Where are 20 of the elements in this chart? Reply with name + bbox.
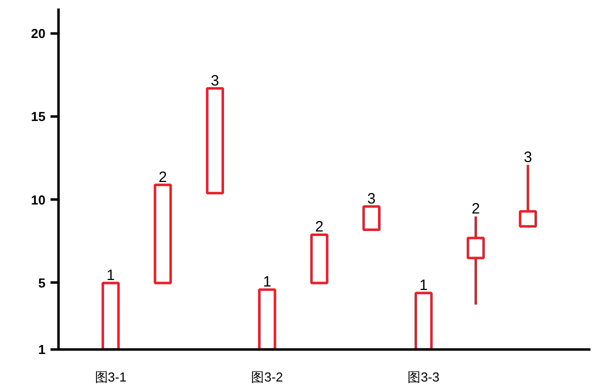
y-tick-label: 1 [38,342,46,357]
annotation: 3 [210,72,220,90]
annotation: 2 [472,200,480,218]
annotation: 3 [367,190,376,208]
annotation: 2 [158,168,167,186]
y-tick-label: 10 [31,192,46,208]
annotation: 2 [315,218,324,236]
annotation: 1 [106,266,115,284]
candlestick [362,205,381,231]
x-tick-label: 图3-1 [94,370,127,384]
annotation: 1 [262,274,272,291]
annotation: 3 [524,148,532,166]
y-tick-label: 20 [31,26,46,41]
candlestick [518,164,537,228]
candlestick [466,215,485,306]
y-tick-label: 15 [31,109,46,124]
x-tick-label: 图3-2 [251,370,284,384]
annotation: 1 [419,276,428,294]
y-tick-label: 5 [38,275,46,290]
x-tick-label: 图3-3 [408,370,440,384]
